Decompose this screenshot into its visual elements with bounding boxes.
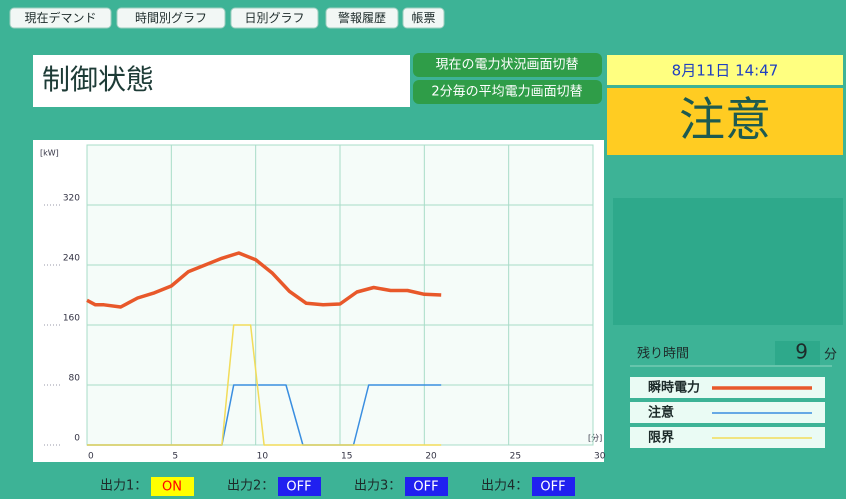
title: 制御状態 (42, 63, 154, 96)
button-label[interactable]: 現在の電力状況画面切替 (435, 58, 578, 73)
tab[interactable] (9, 7, 112, 29)
output-state: OFF (286, 480, 311, 495)
legend-label: 限界 (648, 430, 674, 446)
output-state-box (532, 477, 575, 496)
remaining-value: 9 (795, 340, 808, 364)
y-tick-label: 80 (69, 374, 81, 384)
title-box (33, 55, 410, 107)
x-tick-label: 15 (341, 452, 352, 462)
output-state-box (405, 477, 448, 496)
tab[interactable] (116, 7, 226, 29)
output-state: OFF (413, 480, 438, 495)
status: 注意 (679, 93, 771, 147)
tab-label[interactable]: 現在デマンド (24, 10, 96, 25)
output-state-box (151, 477, 194, 496)
output-state-box (278, 477, 321, 496)
output-label: 出力1： (100, 479, 147, 494)
x-tick-label: 25 (510, 452, 521, 462)
datetime-box (607, 55, 843, 85)
output-label: 出力4： (481, 479, 528, 494)
button[interactable] (413, 80, 602, 104)
y-tick-label: 160 (63, 314, 80, 324)
remaining-box (775, 341, 820, 365)
x-tick-label: 20 (425, 452, 437, 462)
remaining-unit: 分 (824, 348, 837, 363)
button[interactable] (413, 53, 602, 77)
tab-label[interactable]: 帳票 (411, 11, 435, 25)
button-label[interactable]: 2分毎の平均電力画面切替 (431, 84, 582, 100)
y-unit: [kW] (40, 149, 59, 158)
output-label: 出力2： (227, 479, 274, 494)
datetime: 8月11日 14:47 (672, 62, 779, 80)
output-label: 出力3： (354, 479, 401, 494)
info-panel (613, 198, 843, 325)
y-tick-label: 0 (74, 434, 80, 444)
tab[interactable] (402, 7, 445, 29)
x-unit: [分] (588, 434, 602, 443)
x-tick-label: 30 (594, 452, 606, 462)
remaining-label: 残り時間 (637, 347, 689, 362)
output-state: OFF (540, 480, 565, 495)
tab[interactable] (325, 7, 399, 29)
x-tick-label: 5 (172, 452, 178, 462)
tab-label[interactable]: 警報履歴 (338, 10, 386, 25)
legend-label: 注意 (648, 405, 674, 421)
x-tick-label: 10 (257, 452, 269, 462)
tab-label[interactable]: 時間別グラフ (135, 11, 207, 25)
y-tick-label: 240 (63, 254, 80, 264)
y-tick-label: 320 (63, 194, 80, 204)
tab[interactable] (230, 7, 319, 29)
series-line (87, 384, 442, 446)
status-box (607, 88, 843, 155)
series-line (86, 251, 442, 309)
x-tick-label: 0 (88, 452, 94, 462)
output-state: ON (162, 480, 182, 495)
series-line (87, 324, 442, 446)
legend-label: 瞬時電力 (648, 380, 700, 396)
tab-label[interactable]: 日別グラフ (244, 11, 304, 25)
